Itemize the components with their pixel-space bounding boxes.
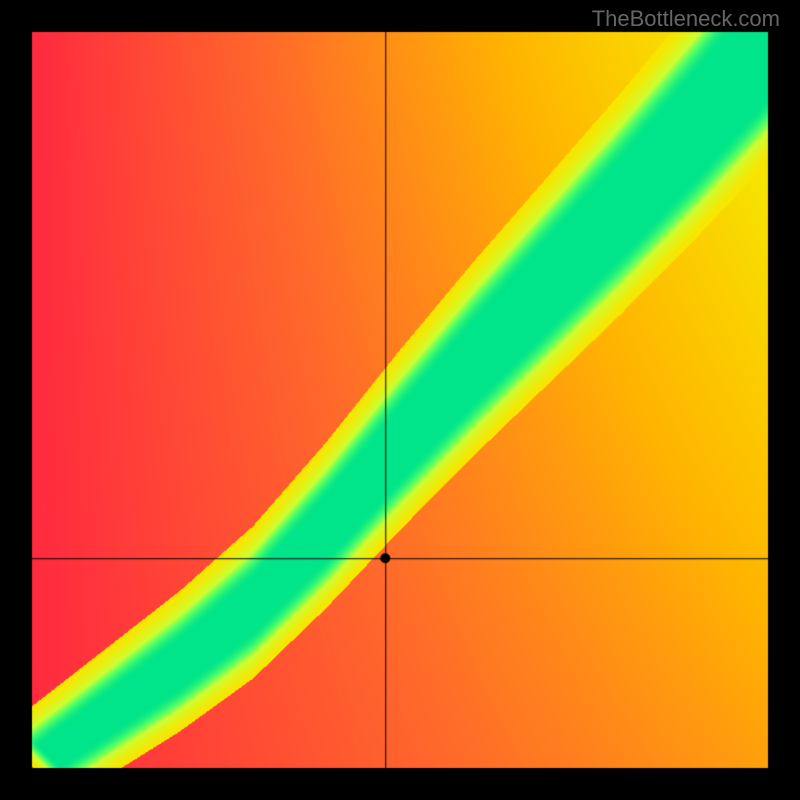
watermark-text: TheBottleneck.com bbox=[592, 6, 780, 32]
bottleneck-heatmap bbox=[0, 0, 800, 800]
chart-container: TheBottleneck.com bbox=[0, 0, 800, 800]
